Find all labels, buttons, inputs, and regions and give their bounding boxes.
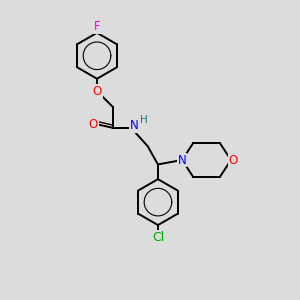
Text: O: O: [89, 118, 98, 131]
Text: F: F: [94, 20, 100, 33]
Text: H: H: [140, 115, 148, 125]
Text: O: O: [229, 154, 238, 166]
Text: N: N: [178, 154, 187, 166]
Text: N: N: [130, 119, 139, 132]
Text: O: O: [92, 85, 102, 98]
Text: Cl: Cl: [152, 231, 164, 244]
